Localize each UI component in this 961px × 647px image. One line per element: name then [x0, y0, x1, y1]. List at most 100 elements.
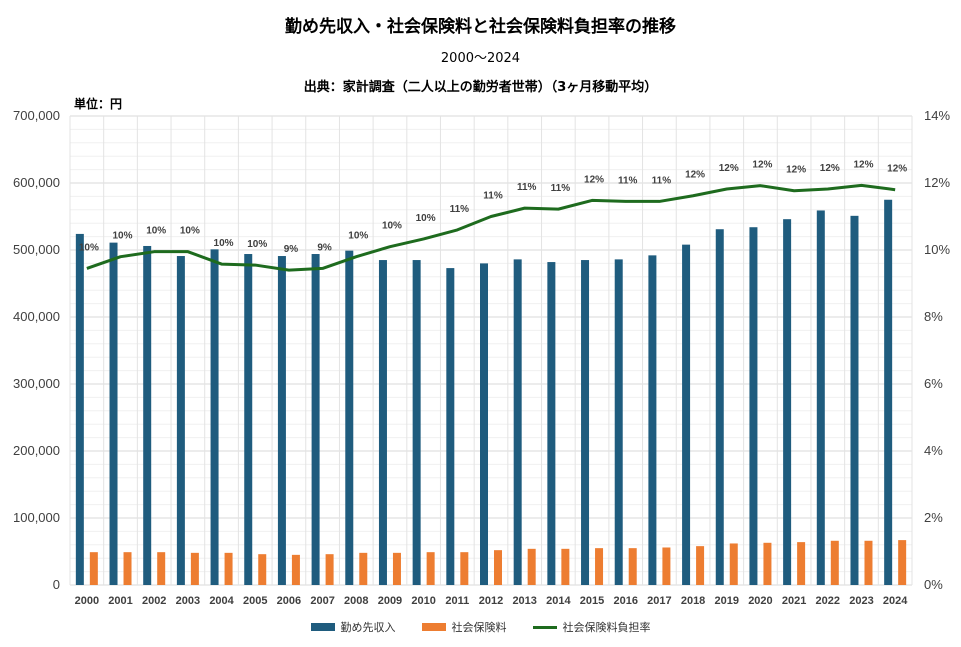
bar-insurance	[628, 548, 637, 585]
bar-income	[749, 227, 758, 585]
x-tick-label: 2009	[378, 595, 402, 607]
rate-data-label: 11%	[450, 204, 470, 215]
bar-income	[210, 249, 219, 585]
x-tick-label: 2022	[816, 595, 840, 607]
y-left-tick-label: 500,000	[13, 242, 60, 257]
bar-income	[244, 254, 253, 585]
rate-data-label: 10%	[214, 238, 234, 249]
bar-income	[648, 255, 657, 586]
y-left-tick-label: 0	[53, 577, 60, 592]
legend-label-insurance: 社会保険料	[451, 621, 507, 634]
rate-data-label: 11%	[483, 191, 503, 202]
bar-income	[143, 245, 152, 586]
bar-insurance	[190, 552, 199, 585]
x-tick-label: 2006	[277, 595, 301, 607]
bar-income	[412, 260, 421, 585]
legend-label-rate: 社会保険料負担率	[562, 621, 651, 634]
x-tick-label: 2002	[142, 595, 166, 607]
rate-data-label: 10%	[382, 221, 402, 232]
bar-insurance	[291, 554, 300, 585]
bar-insurance	[729, 543, 738, 585]
rate-data-label: 11%	[551, 183, 571, 194]
bar-insurance	[830, 540, 839, 585]
bar-insurance	[527, 548, 536, 585]
x-tick-label: 2017	[647, 595, 671, 607]
x-tick-label: 2024	[883, 595, 908, 607]
rate-data-label: 12%	[752, 160, 772, 171]
x-tick-label: 2004	[209, 595, 234, 607]
x-tick-label: 2003	[176, 595, 200, 607]
bar-insurance	[325, 554, 334, 585]
y-left-tick-label: 400,000	[13, 309, 60, 324]
bar-insurance	[224, 552, 233, 585]
bar-insurance	[123, 552, 132, 585]
bar-income	[345, 250, 354, 586]
legend-item-income: 勤め先収入	[310, 619, 396, 635]
bar-insurance	[797, 542, 806, 585]
x-tick-label: 2013	[512, 595, 536, 607]
rate-data-label: 9%	[317, 242, 332, 253]
y-left-tick-label: 200,000	[13, 443, 60, 458]
bar-insurance	[494, 550, 502, 585]
x-tick-label: 2018	[681, 595, 705, 607]
x-tick-label: 2015	[580, 595, 604, 607]
rate-data-label: 10%	[247, 239, 267, 250]
x-tick-label: 2005	[243, 595, 267, 607]
rate-data-label: 10%	[113, 231, 133, 242]
bar-income	[75, 233, 84, 586]
y-left-tick-label: 600,000	[13, 175, 60, 190]
bar-insurance	[89, 552, 98, 585]
bar-income	[513, 259, 522, 585]
unit-label: 単位：円	[74, 97, 123, 111]
x-tick-label: 2010	[411, 595, 435, 607]
bar-insurance	[460, 552, 469, 585]
chart-subtitle: 2000～2024	[440, 51, 521, 66]
bar-income	[682, 244, 691, 585]
y-right-tick-label: 12%	[924, 175, 950, 190]
bar-insurance	[258, 554, 267, 585]
legend-swatch-insurance	[421, 623, 446, 631]
bar-insurance	[359, 552, 368, 585]
rate-data-label: 12%	[584, 174, 604, 185]
legend-swatch-income	[310, 623, 335, 631]
x-tick-label: 2012	[479, 595, 503, 607]
rate-data-label: 12%	[887, 164, 907, 175]
rate-data-label: 9%	[284, 244, 299, 255]
y-right-tick-label: 4%	[924, 443, 943, 458]
bar-income	[547, 262, 556, 585]
bar-insurance	[864, 540, 873, 585]
y-right-tick-label: 0%	[924, 577, 943, 592]
rate-data-label: 10%	[348, 231, 368, 242]
x-tick-label: 2020	[748, 595, 772, 607]
legend-item-insurance: 社会保険料	[421, 619, 507, 635]
x-tick-label: 2016	[613, 595, 637, 607]
legend-label-income: 勤め先収入	[340, 621, 396, 634]
rate-data-label: 11%	[517, 182, 537, 193]
y-right-tick-label: 2%	[924, 510, 943, 525]
bar-insurance	[662, 547, 671, 585]
bar-income	[480, 263, 488, 585]
bar-income	[816, 210, 825, 585]
y-right-tick-label: 14%	[924, 108, 950, 123]
bar-insurance	[392, 552, 401, 585]
x-tick-label: 2014	[546, 595, 571, 607]
bar-insurance	[157, 552, 166, 585]
rate-data-label: 12%	[685, 170, 705, 181]
legend-swatch-rate	[532, 625, 557, 629]
y-left-tick-label: 700,000	[13, 108, 60, 123]
legend-item-rate: 社会保険料負担率	[532, 619, 651, 635]
rate-data-label: 12%	[719, 163, 739, 174]
bar-insurance	[898, 540, 907, 585]
bar-insurance	[696, 546, 705, 585]
rate-data-label: 11%	[618, 175, 638, 186]
x-tick-label: 2008	[344, 595, 368, 607]
bar-insurance	[561, 548, 570, 585]
legend: 勤め先収入 社会保険料 社会保険料負担率	[0, 619, 961, 635]
bar-insurance	[595, 548, 604, 585]
x-tick-label: 2007	[310, 595, 334, 607]
bar-income	[378, 260, 387, 585]
bar-income	[277, 256, 286, 585]
bar-income	[581, 260, 590, 585]
bar-income	[715, 229, 724, 586]
